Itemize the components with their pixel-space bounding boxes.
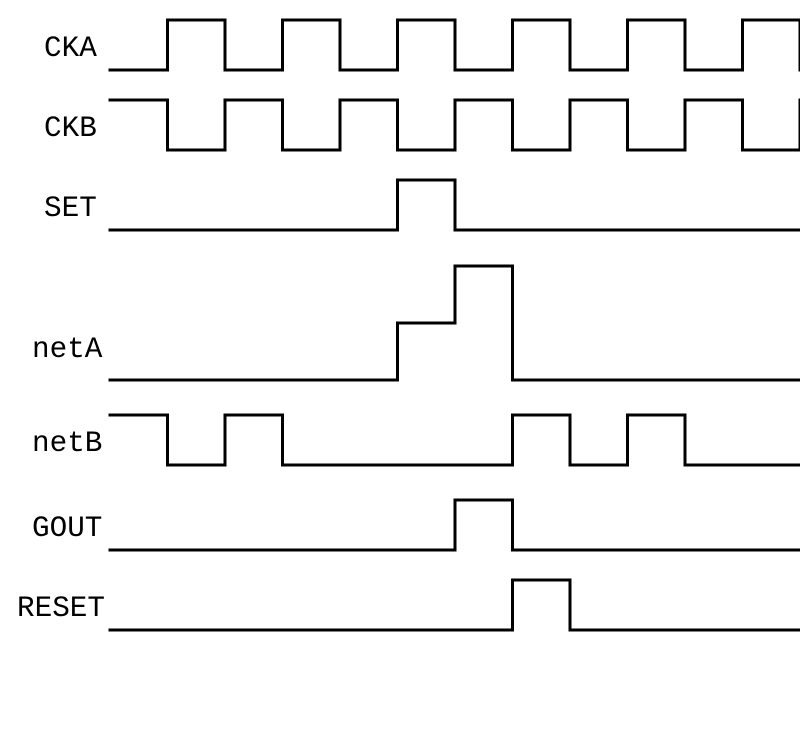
signal-row-cka: CKA xyxy=(0,15,800,70)
waveform-reset xyxy=(110,575,800,630)
signal-row-ckb: CKB xyxy=(0,95,800,150)
signal-label-cka: CKA xyxy=(44,32,97,65)
waveform-gout xyxy=(110,495,800,550)
waveform-netb xyxy=(110,410,800,465)
signal-row-gout: GOUT xyxy=(0,495,800,550)
signal-label-set: SET xyxy=(44,192,97,225)
signal-label-gout: GOUT xyxy=(32,512,102,545)
timing-diagram: CKA CKB SET netA netB GOUT RESET xyxy=(0,0,800,733)
signal-row-netb: netB xyxy=(0,410,800,465)
signal-label-reset: RESET xyxy=(17,592,105,625)
waveform-neta xyxy=(110,260,800,380)
waveform-ckb xyxy=(110,95,800,150)
signal-row-neta: netA xyxy=(0,260,800,380)
waveform-cka xyxy=(110,15,800,70)
signal-row-set: SET xyxy=(0,175,800,230)
signal-label-netb: netB xyxy=(32,427,102,460)
waveform-set xyxy=(110,175,800,230)
signal-row-reset: RESET xyxy=(0,575,800,630)
signal-label-ckb: CKB xyxy=(44,112,97,145)
signal-label-neta: netA xyxy=(32,333,102,366)
